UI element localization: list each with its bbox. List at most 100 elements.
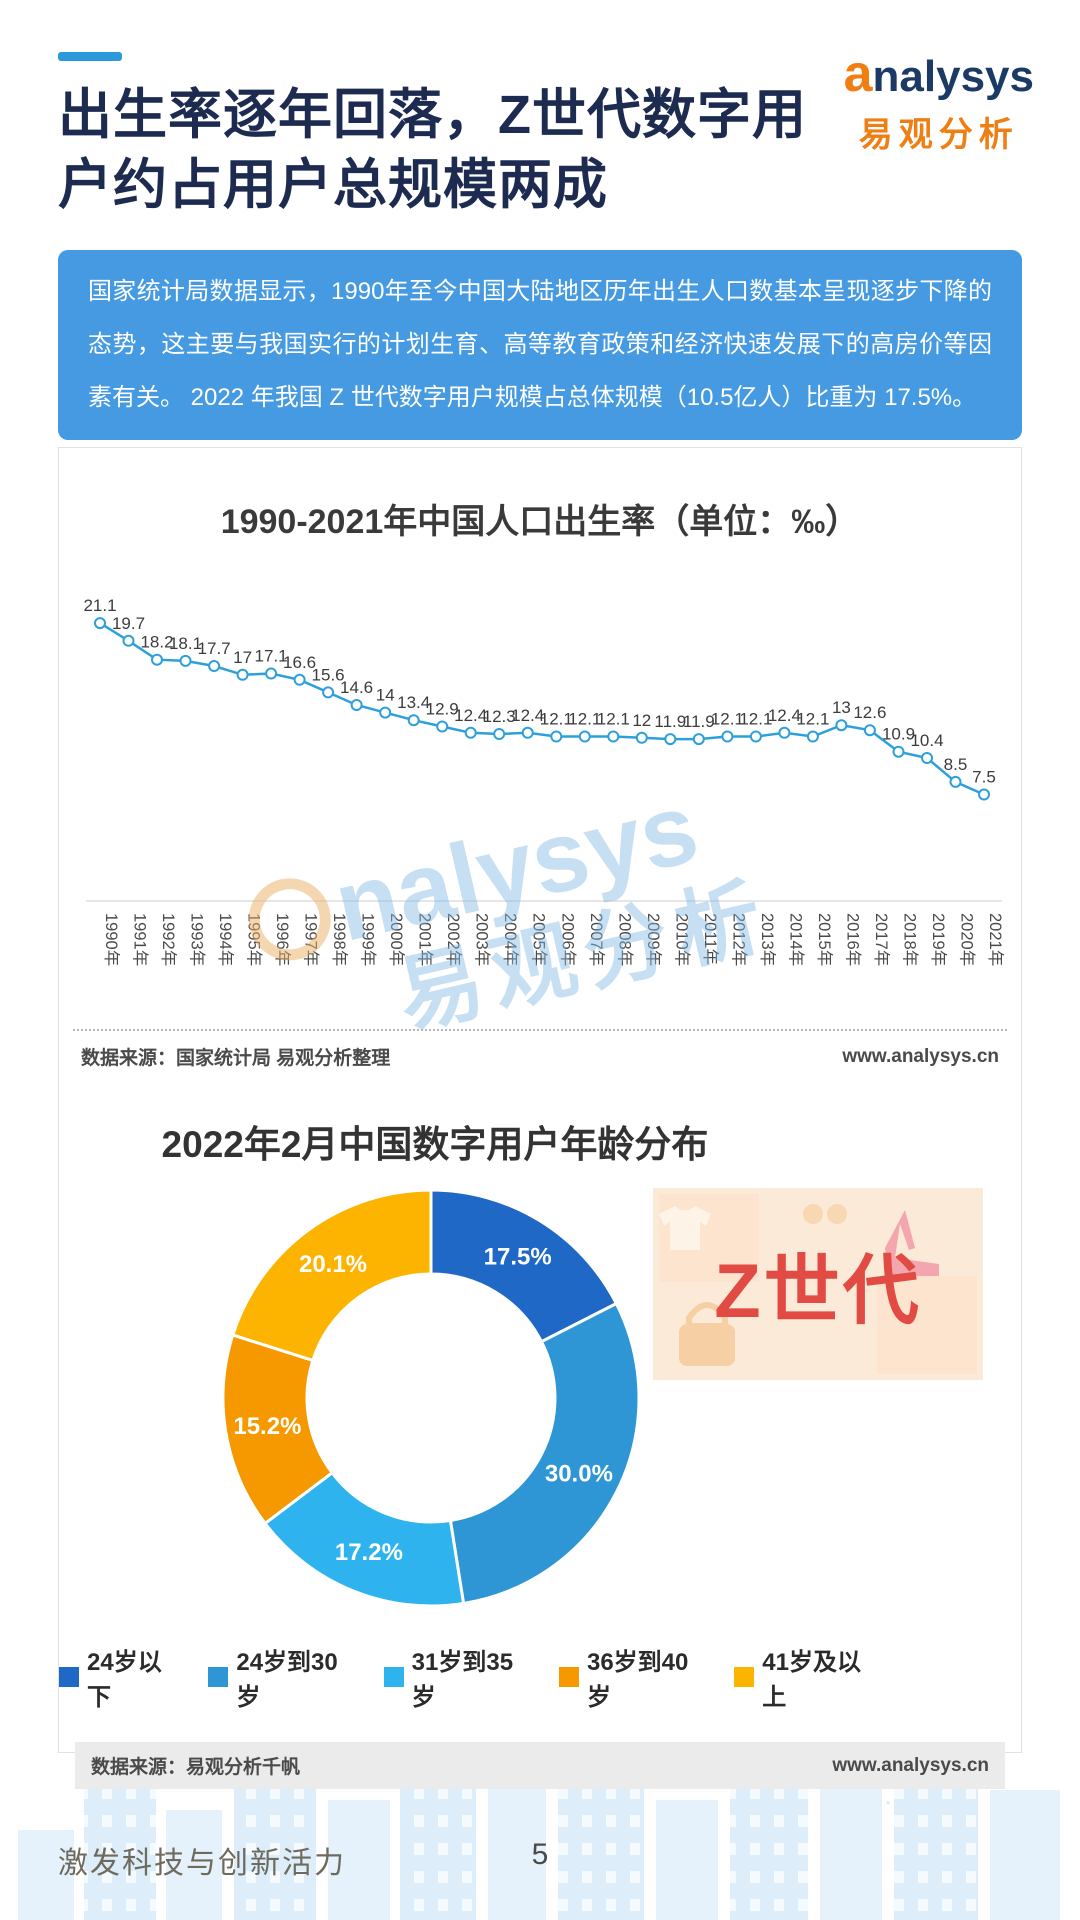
legend-label: 24岁到30岁 <box>236 1649 338 1711</box>
analysys-logo: analysys 易观分析 <box>843 45 1034 156</box>
svg-text:2021年: 2021年 <box>986 913 1005 966</box>
svg-text:15.6: 15.6 <box>312 665 345 684</box>
svg-text:12.4: 12.4 <box>454 706 487 725</box>
svg-text:17.1: 17.1 <box>255 647 288 666</box>
legend-swatch-icon <box>558 1667 579 1687</box>
legend-item: 31岁到35岁 <box>383 1642 533 1712</box>
svg-text:1997年: 1997年 <box>302 913 321 966</box>
svg-text:18.2: 18.2 <box>140 633 173 652</box>
line-chart-source: 数据来源：国家统计局 易观分析整理 <box>81 1048 391 1069</box>
svg-text:2002年: 2002年 <box>444 913 463 966</box>
legend-label: 24岁以下 <box>87 1649 162 1711</box>
svg-text:1994年: 1994年 <box>216 913 235 966</box>
svg-text:11.9: 11.9 <box>654 712 686 731</box>
svg-text:2001年: 2001年 <box>416 913 435 966</box>
page-number: 5 <box>531 1838 549 1871</box>
svg-text:2006年: 2006年 <box>558 913 577 966</box>
donut-chart-area: 17.5% 30.0% 17.2% 15.2% 20.1% Z世代 <box>59 1174 1021 1636</box>
svg-text:2010年: 2010年 <box>672 913 691 966</box>
svg-text:10.9: 10.9 <box>882 725 915 744</box>
legend-item: 41岁及以上 <box>734 1642 881 1712</box>
page-footer: 5 激发科技与创新活力 <box>0 1838 1080 1880</box>
svg-text:15.2%: 15.2% <box>233 1413 301 1440</box>
legend-item: 24岁到30岁 <box>208 1642 357 1712</box>
shirt-icon <box>659 1206 711 1250</box>
svg-text:2011年: 2011年 <box>701 913 720 965</box>
intro-highlight-box: 国家统计局数据显示，1990年至今中国大陆地区历年出生人口数基本呈现逐步下降的态… <box>58 250 1022 441</box>
line-chart-source-url[interactable]: www.analysys.cn <box>842 1045 999 1067</box>
svg-text:14.6: 14.6 <box>340 678 373 697</box>
svg-text:1991年: 1991年 <box>131 913 150 966</box>
svg-text:1990年: 1990年 <box>102 913 121 966</box>
svg-text:2003年: 2003年 <box>473 913 492 966</box>
svg-text:17: 17 <box>233 648 252 667</box>
page-title-line2: 户约占用户总规模两成 <box>58 155 608 216</box>
svg-text:12.3: 12.3 <box>483 707 516 726</box>
donut-chart-source-url[interactable]: www.analysys.cn <box>832 1754 989 1776</box>
svg-text:1999年: 1999年 <box>359 913 378 966</box>
svg-text:12.4: 12.4 <box>768 706 801 725</box>
analysys-logo-a-icon: a <box>843 45 873 103</box>
donut-chart-source: 数据来源：易观分析千帆 <box>91 1757 301 1778</box>
svg-text:7.5: 7.5 <box>972 768 996 787</box>
shopping-icons-decoration <box>659 1194 977 1374</box>
svg-text:1996年: 1996年 <box>273 913 292 966</box>
svg-text:2019年: 2019年 <box>929 913 948 966</box>
svg-text:1998年: 1998年 <box>330 913 349 966</box>
svg-text:2000年: 2000年 <box>387 913 406 966</box>
svg-text:2004年: 2004年 <box>501 913 520 966</box>
svg-text:10.4: 10.4 <box>910 731 943 750</box>
genz-image-card: Z世代 <box>653 1188 983 1380</box>
svg-text:2016年: 2016年 <box>843 913 862 966</box>
svg-text:2005年: 2005年 <box>530 913 549 966</box>
svg-text:21.1: 21.1 <box>83 596 116 615</box>
svg-text:2008年: 2008年 <box>615 913 634 966</box>
legend-swatch-icon <box>383 1667 404 1687</box>
svg-text:1993年: 1993年 <box>188 913 207 966</box>
svg-text:30.0%: 30.0% <box>545 1460 613 1487</box>
svg-text:1995年: 1995年 <box>245 913 264 966</box>
genz-label: Z世代 <box>714 1249 922 1334</box>
svg-text:2015年: 2015年 <box>815 913 834 966</box>
svg-text:17.7: 17.7 <box>198 639 231 658</box>
svg-text:12.6: 12.6 <box>853 703 886 722</box>
legend-swatch-icon <box>734 1667 755 1687</box>
bag-icon <box>679 1324 735 1366</box>
legend-swatch-icon <box>208 1667 229 1687</box>
donut-legend: 24岁以下 24岁到30岁 31岁到35岁 36岁到40岁 41岁及以上 <box>59 1642 1021 1712</box>
svg-text:12.1: 12.1 <box>739 710 772 729</box>
analysys-logo-cn: 易观分析 <box>858 116 1019 155</box>
svg-text:2017年: 2017年 <box>872 913 891 966</box>
line-chart-title: 1990-2021年中国人口出生率（单位：‰） <box>220 503 860 541</box>
footer-slogan: 激发科技与创新活力 <box>58 1847 346 1880</box>
charts-card: 1990-2021年中国人口出生率（单位：‰） 21.1 1990年 19.7 199… <box>58 447 1022 1789</box>
svg-text:11.9: 11.9 <box>683 712 715 731</box>
legend-label: 36岁到40岁 <box>586 1649 689 1711</box>
page-title-line1: 出生率逐年回落，Z世代数字用 <box>58 85 807 145</box>
svg-text:12.1: 12.1 <box>597 710 630 729</box>
birth-rate-line-chart: 21.1 1990年 19.7 1991年 18.2 1992年 18.1 1993年 17.7… <box>83 596 1005 966</box>
svg-text:2013年: 2013年 <box>758 913 777 966</box>
svg-text:20.1%: 20.1% <box>299 1251 367 1278</box>
analysys-logo-rest: nalysys <box>872 52 1034 101</box>
svg-text:12.1: 12.1 <box>711 710 744 729</box>
svg-text:2018年: 2018年 <box>901 913 920 966</box>
donut-chart-title: 2022年2月中国数字用户年龄分布 <box>161 1124 709 1165</box>
svg-text:2012年: 2012年 <box>729 913 748 966</box>
donut-source-strip: 数据来源：易观分析千帆 www.analysys.cn <box>75 1742 1005 1789</box>
svg-text:2020年: 2020年 <box>958 913 977 966</box>
svg-text:19.7: 19.7 <box>112 614 145 633</box>
legend-label: 31岁到35岁 <box>411 1649 514 1711</box>
page-title: 出生率逐年回落，Z世代数字用 户约占用户总规模两成 <box>58 80 848 220</box>
svg-text:12.4: 12.4 <box>511 706 544 725</box>
svg-text:18.1: 18.1 <box>169 634 202 653</box>
svg-text:12.1: 12.1 <box>568 710 601 729</box>
title-accent-dash <box>58 52 122 61</box>
svg-text:12.1: 12.1 <box>796 710 829 729</box>
intro-text: 国家统计局数据显示，1990年至今中国大陆地区历年出生人口数基本呈现逐步下降的态… <box>88 278 992 411</box>
svg-text:12.1: 12.1 <box>540 710 573 729</box>
svg-text:14: 14 <box>376 686 395 705</box>
svg-text:17.2%: 17.2% <box>335 1539 403 1566</box>
line-chart-source-row: 数据来源：国家统计局 易观分析整理 www.analysys.cn <box>73 1029 1007 1080</box>
svg-text:16.6: 16.6 <box>283 653 316 672</box>
